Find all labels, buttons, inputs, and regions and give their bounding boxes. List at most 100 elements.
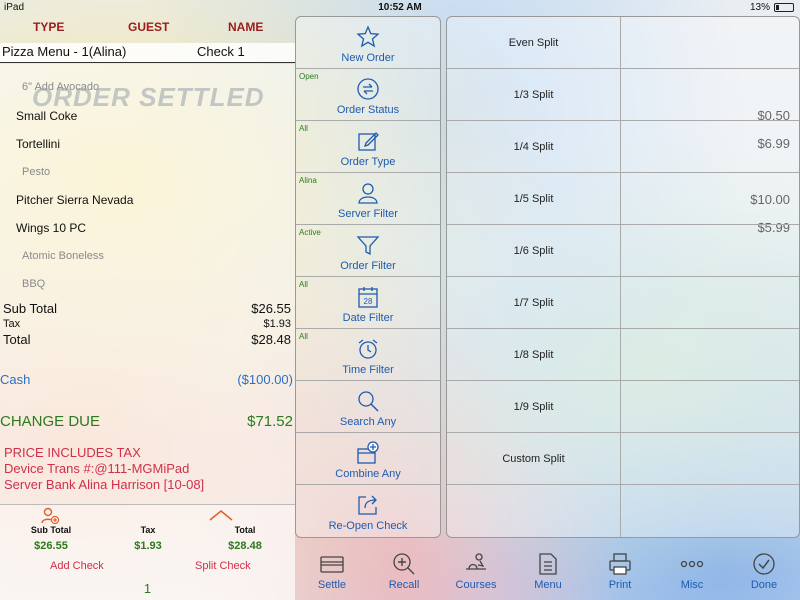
- status-right: 13%: [750, 2, 794, 13]
- add-guest-icon[interactable]: [40, 507, 60, 525]
- split-detail-cell: [621, 225, 799, 277]
- reopen-check-button[interactable]: Re-Open Check: [296, 485, 440, 537]
- total-value: $28.48: [251, 332, 291, 347]
- filter-label: Date Filter: [342, 312, 394, 324]
- order-notes: PRICE INCLUDES TAX Device Trans #:@111-M…: [4, 445, 204, 493]
- split-1-6-button[interactable]: 1/6 Split: [447, 225, 620, 277]
- device-name: iPad: [4, 2, 25, 13]
- toolbar-label: Misc: [680, 579, 704, 591]
- filter-label: Server Filter: [338, 208, 398, 220]
- item-line[interactable]: Tortellini: [16, 137, 61, 151]
- modifier-line: Pesto: [22, 166, 51, 178]
- filter-tag: Open: [299, 72, 319, 81]
- combine-any-button[interactable]: Combine Any: [296, 433, 440, 485]
- item-price: $5.99: [757, 220, 790, 235]
- clock: 10:52 AM: [378, 2, 422, 13]
- column-header-name[interactable]: NAME: [228, 20, 264, 34]
- modifier-line: BBQ: [22, 278, 46, 290]
- split-label: 1/8 Split: [513, 349, 554, 361]
- courses-button[interactable]: Courses: [443, 545, 509, 600]
- item-price: $10.00: [750, 192, 790, 207]
- filter-label: Order Type: [340, 156, 396, 168]
- split-detail-cell: [621, 17, 799, 69]
- filter-label: Order Status: [336, 104, 400, 116]
- payment-value: ($100.00): [237, 372, 293, 387]
- alarm-clock-icon: [358, 339, 378, 359]
- custom-split-button[interactable]: Custom Split: [447, 433, 620, 485]
- split-1-8-button[interactable]: 1/8 Split: [447, 329, 620, 381]
- split-label: 1/3 Split: [513, 89, 554, 101]
- order-items-panel: [0, 64, 295, 504]
- battery-percent: 13%: [749, 2, 770, 13]
- filter-tag: Alina: [299, 176, 317, 185]
- filter-panel: New Order Open Order Status All Order Ty…: [295, 16, 441, 538]
- split-detail-cell: [621, 277, 799, 329]
- toolbar-label: Courses: [455, 579, 497, 591]
- filter-label: Re-Open Check: [328, 520, 408, 532]
- split-detail-cell: [621, 433, 799, 485]
- split-detail-cell: [621, 381, 799, 433]
- toolbar-label: Recall: [388, 579, 420, 591]
- item-line[interactable]: Wings 10 PC: [16, 221, 87, 235]
- zoom-in-icon: [393, 553, 415, 575]
- summary-tax: $1.93: [134, 540, 162, 552]
- time-filter-button[interactable]: All Time Filter: [296, 329, 440, 381]
- summary-subtotal: $26.55: [34, 540, 68, 552]
- print-button[interactable]: Print: [587, 545, 653, 600]
- toolbar-label: Done: [750, 579, 778, 591]
- filter-tag: All: [299, 332, 308, 341]
- menu-button[interactable]: Menu: [515, 545, 581, 600]
- split-detail-cell: [621, 69, 799, 121]
- split-detail-cell: [621, 121, 799, 173]
- split-1-5-button[interactable]: 1/5 Split: [447, 173, 620, 225]
- order-filter-button[interactable]: Active Order Filter: [296, 225, 440, 277]
- note-line: Device Trans #:@111-MGMiPad: [4, 461, 190, 476]
- item-line[interactable]: Small Coke: [16, 109, 78, 123]
- item-line[interactable]: Pitcher Sierra Nevada: [16, 193, 134, 207]
- combine-icon: [357, 441, 379, 464]
- filter-label: Search Any: [339, 416, 397, 428]
- edit-icon: [358, 132, 379, 151]
- search-any-button[interactable]: Search Any: [296, 381, 440, 433]
- exchange-icon: [357, 78, 379, 100]
- printer-icon: [609, 553, 631, 575]
- chevron-up-icon[interactable]: [208, 508, 234, 522]
- order-status-button[interactable]: Open Order Status: [296, 69, 440, 121]
- new-order-button[interactable]: New Order: [296, 17, 440, 69]
- split-1-3-button[interactable]: 1/3 Split: [447, 69, 620, 121]
- order-title: Pizza Menu - 1(Alina): [2, 44, 127, 59]
- split-label: 1/7 Split: [513, 297, 554, 309]
- courses-icon: [466, 553, 486, 570]
- misc-button[interactable]: Misc: [659, 545, 725, 600]
- subtotal-label: Sub Total: [3, 301, 57, 316]
- filter-tag: All: [299, 280, 308, 289]
- split-divider: [620, 17, 621, 537]
- more-icon: [680, 560, 704, 568]
- subtotal-row: Sub Total $26.55: [3, 301, 291, 316]
- tax-row: Tax $1.93: [3, 318, 291, 330]
- payment-row[interactable]: Cash ($100.00): [0, 372, 293, 387]
- split-1-7-button[interactable]: 1/7 Split: [447, 277, 620, 329]
- funnel-icon: [356, 236, 380, 256]
- add-check-button[interactable]: Add Check: [50, 560, 104, 572]
- item-price: $6.99: [757, 136, 790, 151]
- column-header-type[interactable]: TYPE: [33, 20, 65, 34]
- date-filter-button[interactable]: All 28 Date Filter: [296, 277, 440, 329]
- split-1-4-button[interactable]: 1/4 Split: [447, 121, 620, 173]
- split-check-button[interactable]: Split Check: [195, 560, 251, 572]
- done-button[interactable]: Done: [731, 545, 797, 600]
- settle-button[interactable]: Settle: [299, 545, 365, 600]
- filter-tag: All: [299, 124, 308, 133]
- person-icon: [358, 183, 378, 204]
- split-1-9-button[interactable]: 1/9 Split: [447, 381, 620, 433]
- summary-tax-label: Tax: [140, 525, 156, 535]
- split-label: Even Split: [508, 37, 559, 49]
- column-header-guest[interactable]: GUEST: [128, 20, 170, 34]
- order-type-button[interactable]: All Order Type: [296, 121, 440, 173]
- server-filter-button[interactable]: Alina Server Filter: [296, 173, 440, 225]
- change-due-value: $71.52: [247, 413, 293, 430]
- recall-button[interactable]: Recall: [371, 545, 437, 600]
- even-split-button[interactable]: Even Split: [447, 17, 620, 69]
- calendar-icon: 28: [358, 287, 378, 308]
- split-empty-slot: [447, 485, 620, 537]
